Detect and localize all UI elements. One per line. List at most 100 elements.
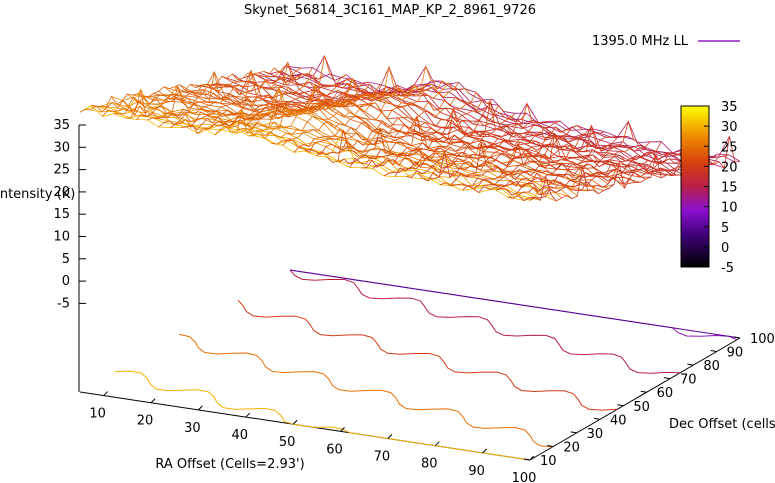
colorbar-tick-label: 35 [721, 100, 738, 115]
mesh-column-line [192, 84, 403, 135]
mesh-column-line [417, 136, 628, 182]
z-tick-label: 15 [53, 207, 70, 222]
mesh-column-line [113, 73, 325, 116]
mesh-column-line [158, 81, 369, 128]
legend-label: 1395.0 MHz LL [592, 34, 689, 49]
z-axis-label: Intensity (K) [0, 187, 75, 202]
z-tick-label: -5 [57, 296, 70, 311]
x-tick-mark [292, 419, 298, 425]
mesh-column-line [406, 136, 617, 179]
mesh-column-line [327, 101, 538, 164]
mesh-column-line [259, 87, 471, 139]
x-tick-label: 90 [468, 464, 485, 479]
y-tick-mark [617, 404, 624, 407]
x-tick-mark [434, 441, 440, 447]
x-tick-label: 30 [184, 421, 201, 436]
mesh-column-line [248, 82, 460, 137]
mesh-column-line [79, 65, 291, 113]
y-tick-label: 80 [703, 359, 720, 374]
x-tick-mark [340, 427, 345, 432]
mesh-column-line [282, 98, 493, 148]
colorbar-tick-label: 10 [721, 201, 738, 216]
y-tick-mark [663, 377, 671, 380]
colorbar-tick-label: 30 [721, 120, 738, 135]
mesh-column-line [473, 148, 685, 194]
mesh-column-line [462, 151, 673, 191]
x-axis-ticks: 10 20 30 40 50 60 70 80 90 100 [89, 391, 537, 483]
x-tick-mark [103, 391, 109, 396]
x-tick-mark [245, 412, 251, 418]
x-tick-label: 60 [326, 442, 343, 457]
mesh-column-line [125, 55, 336, 119]
x-tick-mark [198, 405, 203, 411]
z-tick-label: 10 [53, 230, 70, 245]
y-tick-label: 30 [587, 427, 604, 442]
colorbar-tick-label: 20 [721, 160, 738, 175]
y-tick-mark [593, 417, 601, 420]
mesh-column-line [496, 152, 707, 196]
contour-line [289, 269, 741, 339]
x-tick-label: 70 [374, 450, 391, 465]
y-tick-label: 70 [680, 373, 697, 388]
z-tick-label: 30 [53, 140, 70, 155]
contour-line [289, 269, 681, 374]
mesh-column-line [226, 65, 437, 134]
z-tick-label: 25 [53, 163, 70, 178]
contour-line [179, 333, 553, 448]
chart-title: Skynet_56814_3C161_MAP_KP_2_8961_9726 [244, 3, 536, 18]
mesh-row-line [79, 104, 531, 201]
mesh-column-line [237, 80, 448, 136]
z-tick-label: 35 [53, 118, 70, 133]
y-tick-mark [733, 336, 741, 339]
y-tick-mark [523, 458, 531, 461]
colorbar-tick-label: 15 [721, 181, 738, 196]
x-tick-label: 80 [421, 457, 438, 472]
mesh-column-line [293, 104, 505, 153]
mesh-column-line [349, 120, 561, 168]
mesh-column-line [181, 87, 392, 131]
mesh-column-line [271, 91, 482, 145]
colorbar-tick-label: 25 [721, 140, 738, 155]
mesh-column-line [91, 67, 302, 113]
mesh-column-line [383, 128, 594, 177]
z-tick-label: 20 [53, 185, 70, 200]
y-axis-ticks: 10 20 30 40 50 60 70 80 90 100 [523, 332, 775, 469]
mesh-column-line [147, 79, 358, 121]
y-tick-mark [640, 390, 647, 393]
z-tick-label: 0 [62, 274, 70, 289]
mesh-row-line [90, 109, 541, 201]
y-tick-mark [710, 350, 717, 353]
mesh-column-line [361, 126, 572, 169]
y-tick-mark [687, 363, 694, 366]
z-axis: 35 30 25 20 15 10 5 0 -5 [53, 118, 86, 392]
colorbar-tick-label: 5 [721, 221, 729, 236]
x-tick-mark [387, 434, 393, 439]
y-tick-label: 20 [563, 440, 580, 455]
y-tick-label: 100 [750, 332, 775, 347]
mesh-row-line [289, 66, 741, 162]
y-tick-mark [570, 431, 577, 434]
mesh-column-line [394, 131, 606, 177]
x-tick-mark [482, 448, 487, 454]
y-tick-label: 10 [540, 454, 557, 469]
y-tick-mark [547, 444, 554, 447]
mesh-column-line [136, 74, 347, 120]
mesh-row-line [163, 86, 615, 188]
colorbar-tick-label: 0 [721, 241, 729, 256]
x-tick-label: 100 [512, 471, 537, 483]
mesh-column-line [338, 119, 549, 165]
x-tick-label: 50 [279, 435, 296, 450]
colorbar-ticks: 35 30 25 20 15 10 5 0 -5 [704, 100, 738, 276]
x-tick-label: 20 [137, 414, 154, 429]
x-tick-mark [150, 398, 156, 404]
y-axis-label: Dec Offset (cells) [669, 417, 775, 432]
y-tick-label: 90 [727, 346, 744, 361]
x-tick-mark [529, 455, 535, 461]
z-tick-label: 5 [62, 252, 70, 267]
mesh-column-line [439, 141, 651, 186]
y-tick-label: 60 [657, 386, 674, 401]
mesh-column-line [169, 83, 381, 128]
y-tick-label: 40 [610, 413, 627, 428]
x-tick-label: 40 [232, 428, 249, 443]
